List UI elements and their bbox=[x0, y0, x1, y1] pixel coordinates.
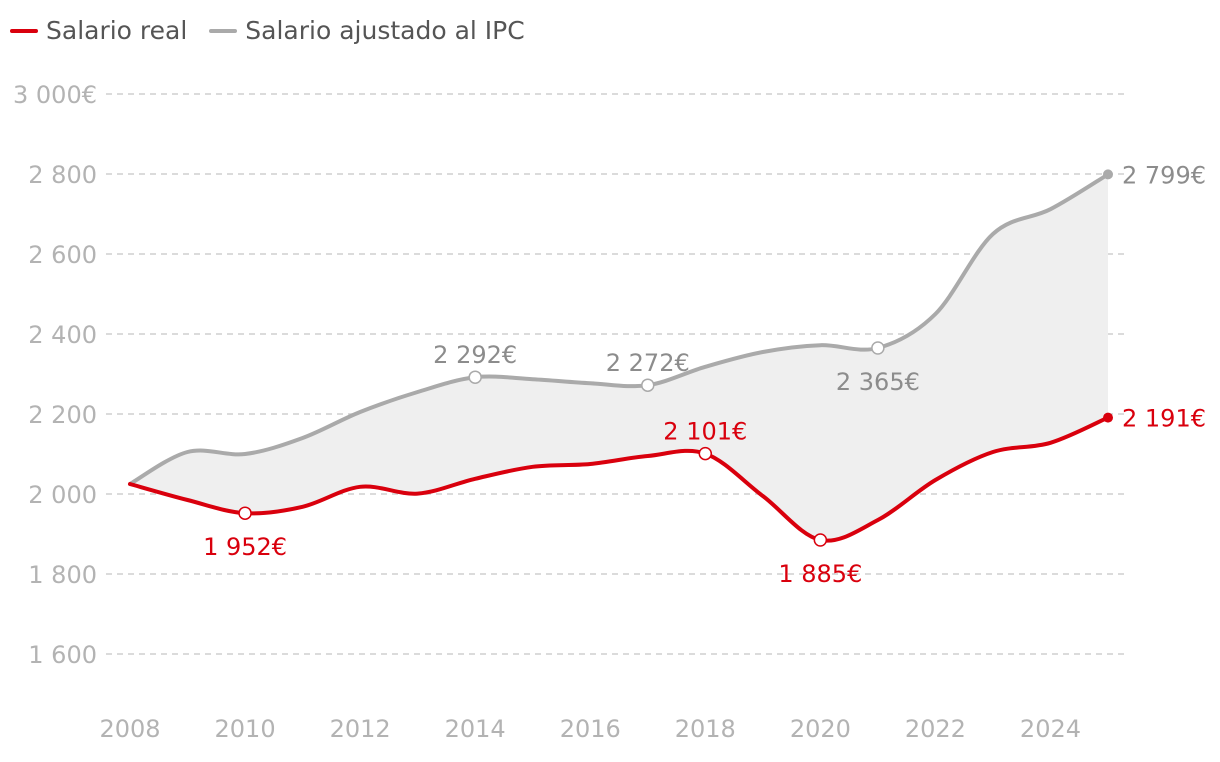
point-marker bbox=[813, 533, 828, 547]
data-label: 2 365€ bbox=[836, 368, 920, 396]
y-tick-label: 2 200 bbox=[28, 401, 97, 429]
data-label: 2 799€ bbox=[1122, 161, 1206, 189]
x-tick-label: 2012 bbox=[330, 715, 391, 743]
y-tick-label: 1 800 bbox=[28, 561, 97, 589]
data-label: 2 101€ bbox=[663, 418, 747, 446]
end-point-marker bbox=[1103, 412, 1113, 423]
legend-label: Salario real bbox=[46, 16, 188, 45]
point-marker bbox=[468, 370, 482, 384]
area-between-series bbox=[130, 174, 1108, 541]
series-line-salario-ajustado-ipc bbox=[128, 172, 1110, 486]
legend: Salario real Salario ajustado al IPC bbox=[10, 16, 525, 45]
legend-swatch-red bbox=[10, 28, 38, 33]
data-label: 2 292€ bbox=[433, 341, 517, 369]
y-tick-label: 3 000€ bbox=[13, 81, 97, 109]
x-tick-label: 2024 bbox=[1020, 715, 1081, 743]
series-line-salario-real bbox=[128, 415, 1110, 543]
data-label: 2 191€ bbox=[1122, 405, 1206, 433]
x-tick-label: 2014 bbox=[445, 715, 506, 743]
x-tick-label: 2020 bbox=[790, 715, 851, 743]
data-label: 1 952€ bbox=[203, 533, 287, 561]
point-marker bbox=[698, 446, 713, 461]
legend-item-salario-real: Salario real bbox=[10, 16, 187, 45]
point-marker bbox=[641, 378, 655, 392]
legend-label: Salario ajustado al IPC bbox=[245, 16, 525, 45]
x-tick-label: 2018 bbox=[675, 715, 736, 743]
point-marker bbox=[238, 506, 252, 520]
data-label: 2 272€ bbox=[606, 349, 690, 377]
y-tick-label: 2 800 bbox=[28, 161, 97, 189]
x-tick-label: 2022 bbox=[905, 715, 966, 743]
legend-item-salario-ipc: Salario ajustado al IPC bbox=[209, 16, 525, 45]
y-tick-label: 2 400 bbox=[28, 321, 97, 349]
x-tick-label: 2010 bbox=[215, 715, 276, 743]
x-tick-label: 2016 bbox=[560, 715, 621, 743]
data-label: 1 885€ bbox=[778, 560, 862, 588]
x-tick-label: 2008 bbox=[99, 715, 160, 743]
y-tick-label: 2 000 bbox=[28, 481, 97, 509]
point-marker bbox=[871, 341, 885, 355]
y-tick-label: 1 600 bbox=[28, 641, 97, 669]
y-tick-label: 2 600 bbox=[28, 241, 97, 269]
end-point-marker bbox=[1103, 169, 1113, 180]
legend-swatch-gray bbox=[209, 28, 238, 33]
